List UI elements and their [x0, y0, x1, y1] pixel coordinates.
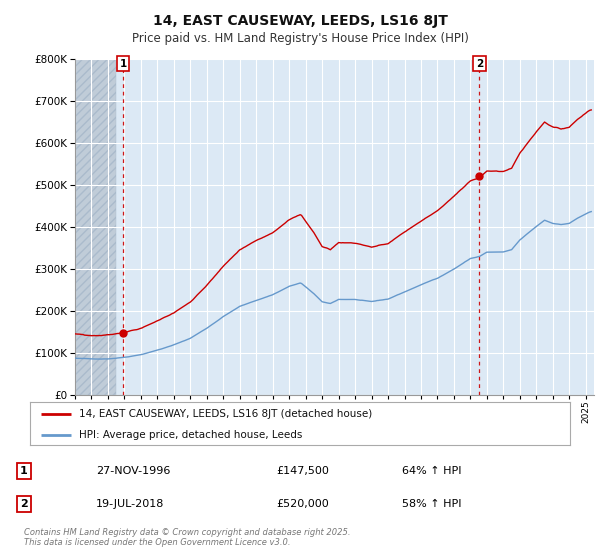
- Text: 1: 1: [20, 466, 28, 476]
- Text: 27-NOV-1996: 27-NOV-1996: [96, 466, 170, 476]
- Bar: [75, 59, 116, 395]
- Text: £520,000: £520,000: [276, 500, 329, 509]
- Text: Contains HM Land Registry data © Crown copyright and database right 2025.
This d: Contains HM Land Registry data © Crown c…: [24, 528, 350, 547]
- Text: 14, EAST CAUSEWAY, LEEDS, LS16 8JT (detached house): 14, EAST CAUSEWAY, LEEDS, LS16 8JT (deta…: [79, 409, 372, 419]
- Text: 1: 1: [119, 59, 127, 69]
- Text: Price paid vs. HM Land Registry's House Price Index (HPI): Price paid vs. HM Land Registry's House …: [131, 32, 469, 45]
- Text: 64% ↑ HPI: 64% ↑ HPI: [402, 466, 461, 476]
- Bar: [75, 59, 116, 395]
- Text: 2: 2: [476, 59, 483, 69]
- Text: 14, EAST CAUSEWAY, LEEDS, LS16 8JT: 14, EAST CAUSEWAY, LEEDS, LS16 8JT: [152, 14, 448, 28]
- Text: HPI: Average price, detached house, Leeds: HPI: Average price, detached house, Leed…: [79, 430, 302, 440]
- Text: 2: 2: [20, 500, 28, 509]
- Text: 19-JUL-2018: 19-JUL-2018: [96, 500, 164, 509]
- Text: 58% ↑ HPI: 58% ↑ HPI: [402, 500, 461, 509]
- Text: £147,500: £147,500: [276, 466, 329, 476]
